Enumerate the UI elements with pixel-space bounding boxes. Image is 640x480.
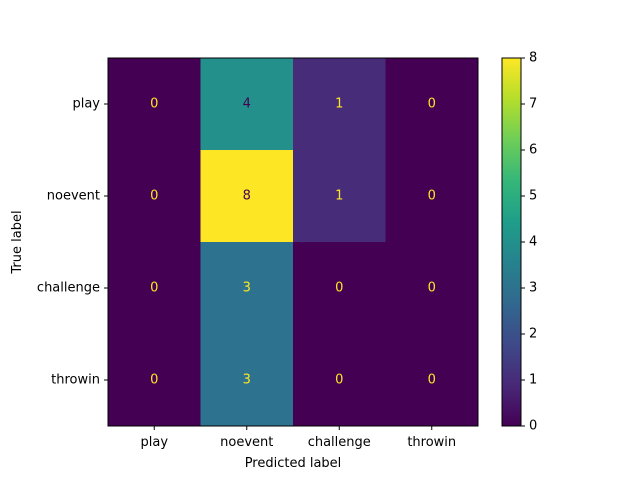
cell-value-label: 0: [428, 281, 436, 296]
heatmap-cell: [293, 58, 386, 151]
heatmap-cell: [385, 242, 479, 335]
cell-value-label: 0: [428, 189, 436, 204]
cell-value-label: 0: [428, 97, 436, 112]
heatmap-cell: [108, 150, 201, 243]
colorbar-tick-label: 3: [529, 281, 537, 296]
colorbar-ticks: 0 1 2 3 4 5 6 7 8: [521, 51, 537, 434]
cell-value-label: 1: [335, 97, 343, 112]
y-tick-label: noevent: [47, 189, 100, 204]
colorbar-tick-label: 8: [529, 51, 537, 66]
colorbar-tick-label: 6: [529, 143, 537, 158]
colorbar-tick-label: 5: [529, 189, 537, 204]
y-tick-label: challenge: [37, 281, 100, 296]
heatmap-cell: [293, 150, 386, 243]
cell-value-label: 0: [150, 97, 158, 112]
colorbar-tick-label: 4: [529, 235, 537, 250]
cell-value-label: 0: [150, 189, 158, 204]
cell-value-label: 3: [243, 373, 251, 388]
colorbar-tick-label: 7: [529, 97, 537, 112]
heatmap-cell: [108, 334, 201, 427]
cell-value-label: 0: [335, 373, 343, 388]
heatmap-cell: [293, 334, 386, 427]
heatmap-cell: [200, 242, 294, 335]
cell-value-label: 8: [243, 189, 251, 204]
colorbar: [501, 57, 522, 427]
x-axis-label: Predicted label: [245, 456, 342, 471]
y-axis-ticks: play noevent challenge throwin: [37, 97, 108, 388]
cell-value-label: 1: [335, 189, 343, 204]
x-tick-label: challenge: [308, 435, 371, 450]
heatmap-cell: [385, 334, 479, 427]
x-tick-label: noevent: [220, 435, 273, 450]
colorbar-tick-label: 2: [529, 327, 537, 342]
cell-value-label: 4: [243, 97, 251, 112]
heatmap-cell: [293, 242, 386, 335]
colorbar-tick-label: 1: [529, 373, 537, 388]
heatmap-cell: [200, 150, 294, 243]
cell-value-label: 3: [243, 281, 251, 296]
cell-value-label: 0: [335, 281, 343, 296]
heatmap-cell: [200, 334, 294, 427]
cell-value-label: 0: [428, 373, 436, 388]
y-tick-label: play: [72, 97, 100, 112]
heatmap-cells: [108, 58, 479, 427]
y-axis-label: True label: [10, 210, 25, 274]
heatmap-cell: [200, 58, 294, 151]
cell-value-labels: 0 4 1 0 0 8 1 0 0 3 0 0 0 3 0 0: [150, 97, 436, 388]
colorbar-tick-label: 0: [529, 419, 537, 434]
heatmap-cell: [108, 242, 201, 335]
x-axis-ticks: play noevent challenge throwin: [140, 426, 456, 450]
y-tick-label: throwin: [51, 373, 100, 388]
x-tick-label: throwin: [407, 435, 456, 450]
heatmap-cell: [108, 58, 201, 151]
x-tick-label: play: [140, 435, 168, 450]
cell-value-label: 0: [150, 373, 158, 388]
plot-frame: [107, 57, 479, 427]
heatmap-cell: [385, 150, 479, 243]
heatmap-cell: [385, 58, 479, 151]
cell-value-label: 0: [150, 281, 158, 296]
